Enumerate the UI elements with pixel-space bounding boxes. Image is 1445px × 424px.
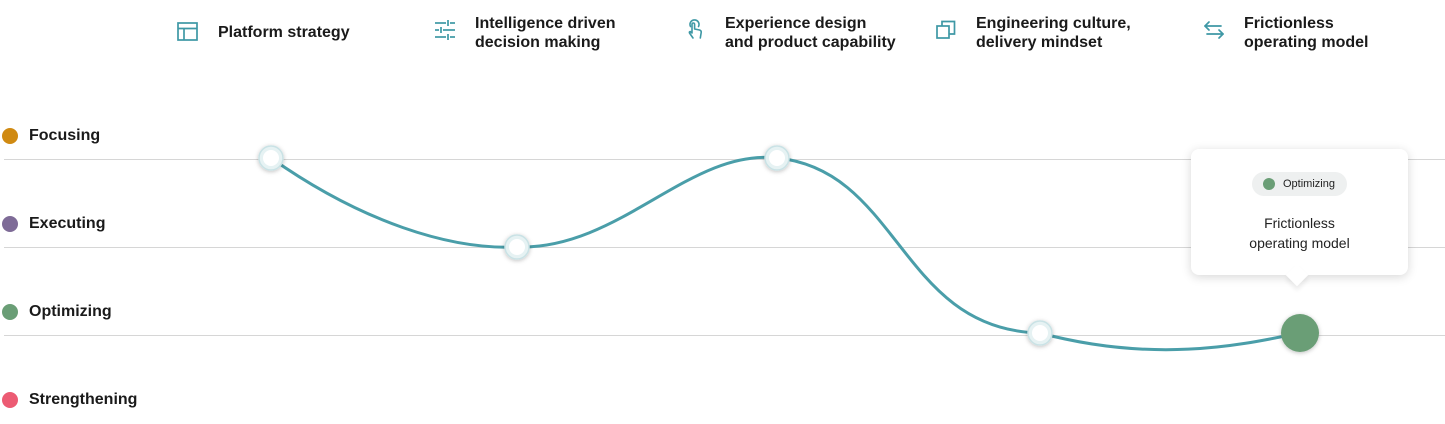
touch-icon [688,19,703,39]
sliders-icon [435,20,455,40]
point-tooltip: Optimizing Frictionless operating model [1191,149,1408,287]
badge-dot [1263,178,1275,190]
level-label: Optimizing [29,303,112,320]
pillar-3: Engineering culture, delivery mindset [934,14,1131,52]
pillar-0: Platform strategy [176,14,350,44]
pillar-2: Experience design and product capability [683,14,896,52]
tooltip-status-badge: Optimizing [1252,172,1347,196]
gridline-executing [4,247,1445,248]
level-dot [2,392,18,408]
data-point[interactable] [764,145,790,171]
layout-icon [177,22,198,41]
tooltip-text: Frictionless operating model [1249,215,1350,251]
level-label: Focusing [29,127,101,144]
level-dot [2,216,18,232]
pillar-label: Engineering culture, delivery mindset [976,15,1131,51]
pillar-label: Platform strategy [218,24,350,41]
level-focusing: Focusing [2,127,100,145]
level-strengthening: Strengthening [2,391,137,409]
level-executing: Executing [2,215,105,233]
level-label: Executing [29,215,106,232]
pillar-label: Frictionless operating model [1244,15,1369,51]
level-dot [2,304,18,320]
data-point[interactable] [258,145,284,171]
series-line [270,155,1301,352]
level-optimizing: Optimizing [2,303,112,321]
level-label: Strengthening [29,391,138,408]
pillar-4: Frictionless operating model [1202,14,1368,52]
data-point[interactable] [1027,320,1053,346]
level-dot [2,128,18,144]
data-point[interactable] [504,234,530,260]
pillar-label: Intelligence driven decision making [475,15,616,51]
swap-arrows-icon [1204,21,1224,39]
gridline-focusing [4,159,1445,160]
data-point-highlighted[interactable] [1281,314,1319,352]
copy-icon [936,20,956,39]
gridline-optimizing [4,335,1445,336]
pillar-1: Intelligence driven decision making [433,14,615,52]
badge-label: Optimizing [1283,178,1335,190]
pillar-label: Experience design and product capability [725,15,896,51]
